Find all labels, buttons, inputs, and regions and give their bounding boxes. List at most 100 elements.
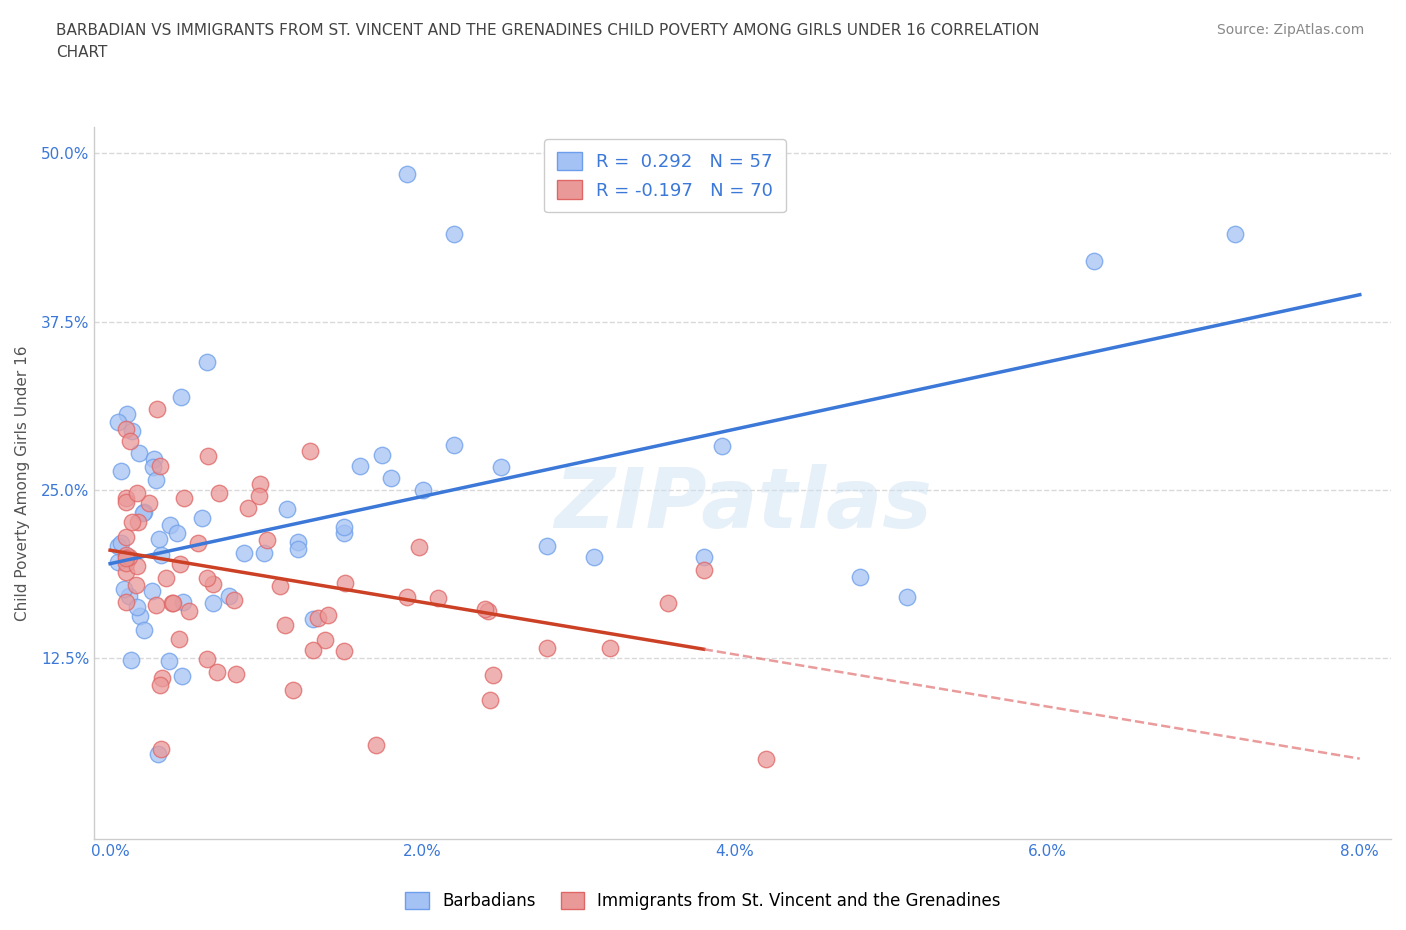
Point <box>112 582 135 597</box>
Point <box>599 641 621 656</box>
Point <box>138 496 160 511</box>
Point <box>536 538 558 553</box>
Point <box>364 737 387 752</box>
Point <box>132 506 155 521</box>
Point <box>128 445 150 460</box>
Point <box>273 618 295 632</box>
Point <box>142 452 165 467</box>
Point <box>849 570 872 585</box>
Point <box>170 390 193 405</box>
Point <box>314 633 336 648</box>
Point <box>145 472 167 487</box>
Text: ZIPatlas: ZIPatlas <box>554 464 932 545</box>
Point <box>134 623 156 638</box>
Point <box>149 741 172 756</box>
Point <box>412 483 434 498</box>
Point <box>157 653 180 668</box>
Point <box>233 546 256 561</box>
Point <box>711 439 734 454</box>
Point <box>150 671 173 685</box>
Point <box>481 668 503 683</box>
Text: Source: ZipAtlas.com: Source: ZipAtlas.com <box>1216 23 1364 37</box>
Point <box>125 600 148 615</box>
Point <box>117 406 139 421</box>
Point <box>110 536 132 551</box>
Point <box>114 495 136 510</box>
Point <box>489 459 512 474</box>
Point <box>335 576 357 591</box>
Point <box>107 554 129 569</box>
Point <box>159 518 181 533</box>
Point <box>349 458 371 473</box>
Point <box>218 589 240 604</box>
Point <box>896 590 918 604</box>
Point <box>269 578 291 593</box>
Point <box>755 751 778 766</box>
Point <box>202 577 225 591</box>
Point <box>477 604 499 618</box>
Point <box>427 591 450 605</box>
Point <box>149 458 172 473</box>
Point <box>172 669 194 684</box>
Point <box>148 531 170 546</box>
Point <box>197 448 219 463</box>
Point <box>380 471 402 485</box>
Point <box>114 551 136 565</box>
Point <box>118 550 141 565</box>
Point <box>443 437 465 452</box>
Point <box>287 542 309 557</box>
Point <box>162 595 184 610</box>
Point <box>195 570 218 585</box>
Point <box>225 666 247 681</box>
Point <box>222 593 245 608</box>
Point <box>114 594 136 609</box>
Point <box>479 693 502 708</box>
Point <box>201 595 224 610</box>
Point <box>125 578 148 592</box>
Legend: R =  0.292   N = 57, R = -0.197   N = 70: R = 0.292 N = 57, R = -0.197 N = 70 <box>544 140 786 212</box>
Point <box>155 570 177 585</box>
Point <box>146 402 169 417</box>
Point <box>167 631 190 646</box>
Point <box>302 612 325 627</box>
Point <box>162 595 184 610</box>
Point <box>114 421 136 436</box>
Point <box>172 595 194 610</box>
Point <box>249 476 271 491</box>
Point <box>125 485 148 500</box>
Point <box>142 459 165 474</box>
Point <box>141 583 163 598</box>
Point <box>195 652 218 667</box>
Point <box>298 444 321 458</box>
Point <box>408 540 430 555</box>
Point <box>236 500 259 515</box>
Legend: Barbadians, Immigrants from St. Vincent and the Grenadines: Barbadians, Immigrants from St. Vincent … <box>399 885 1007 917</box>
Point <box>129 608 152 623</box>
Point <box>120 653 142 668</box>
Point <box>114 530 136 545</box>
Point <box>1223 227 1246 242</box>
Point <box>657 595 679 610</box>
Point <box>121 423 143 438</box>
Y-axis label: Child Poverty Among Girls Under 16: Child Poverty Among Girls Under 16 <box>15 345 30 620</box>
Point <box>177 604 200 618</box>
Point <box>127 514 149 529</box>
Point <box>173 490 195 505</box>
Point <box>333 526 356 541</box>
Point <box>205 664 228 679</box>
Point <box>149 678 172 693</box>
Point <box>114 565 136 579</box>
Point <box>114 548 136 563</box>
Point <box>125 558 148 573</box>
Point <box>276 501 298 516</box>
Point <box>316 607 339 622</box>
Point <box>134 504 156 519</box>
Point <box>371 447 394 462</box>
Point <box>474 601 496 616</box>
Point <box>145 598 167 613</box>
Point <box>333 520 356 535</box>
Text: BARBADIAN VS IMMIGRANTS FROM ST. VINCENT AND THE GRENADINES CHILD POVERTY AMONG : BARBADIAN VS IMMIGRANTS FROM ST. VINCENT… <box>56 23 1039 60</box>
Point <box>395 166 418 181</box>
Point <box>150 548 173 563</box>
Point <box>148 747 170 762</box>
